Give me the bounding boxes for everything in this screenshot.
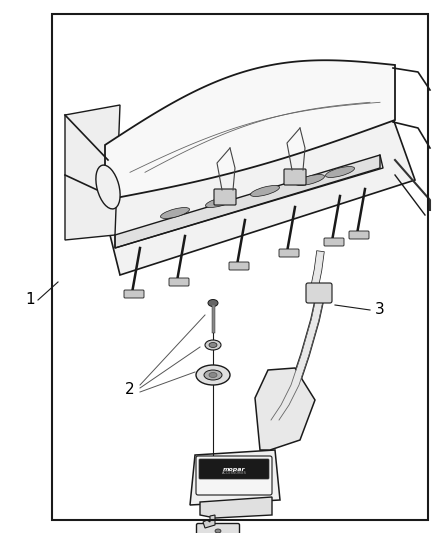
Bar — [52, 14, 428, 520]
FancyBboxPatch shape — [349, 231, 369, 239]
Ellipse shape — [296, 174, 325, 185]
FancyBboxPatch shape — [124, 290, 144, 298]
FancyBboxPatch shape — [324, 238, 344, 246]
Polygon shape — [200, 497, 272, 518]
Polygon shape — [105, 60, 395, 200]
Ellipse shape — [209, 343, 217, 348]
Ellipse shape — [160, 207, 190, 219]
Text: 2: 2 — [125, 383, 135, 398]
Ellipse shape — [196, 365, 230, 385]
FancyBboxPatch shape — [214, 189, 236, 205]
FancyBboxPatch shape — [306, 283, 332, 303]
Polygon shape — [255, 368, 315, 450]
FancyBboxPatch shape — [197, 523, 240, 533]
FancyBboxPatch shape — [169, 278, 189, 286]
Ellipse shape — [209, 373, 217, 377]
Polygon shape — [115, 155, 380, 248]
FancyBboxPatch shape — [229, 262, 249, 270]
Polygon shape — [203, 515, 215, 528]
Ellipse shape — [208, 300, 218, 306]
Ellipse shape — [251, 185, 279, 197]
FancyBboxPatch shape — [279, 249, 299, 257]
FancyBboxPatch shape — [284, 169, 306, 185]
Ellipse shape — [205, 340, 221, 350]
Polygon shape — [100, 110, 415, 275]
Text: 1: 1 — [25, 293, 35, 308]
Ellipse shape — [96, 165, 120, 209]
Ellipse shape — [204, 370, 222, 380]
Ellipse shape — [215, 529, 221, 533]
Text: 3: 3 — [375, 303, 385, 318]
Ellipse shape — [205, 197, 234, 207]
FancyBboxPatch shape — [196, 456, 272, 495]
Polygon shape — [190, 450, 280, 505]
FancyBboxPatch shape — [199, 459, 269, 479]
Text: mopar: mopar — [223, 466, 245, 472]
Text: ACCESSORIES: ACCESSORIES — [222, 471, 247, 475]
Polygon shape — [65, 105, 120, 240]
Ellipse shape — [325, 166, 354, 177]
